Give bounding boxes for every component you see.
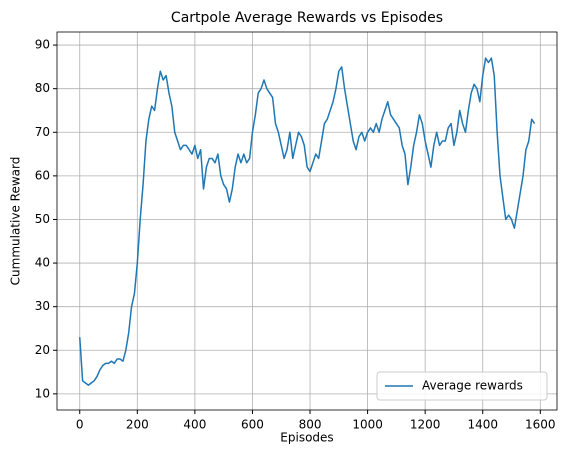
- x-tick-label: 400: [183, 418, 206, 432]
- x-tick-label: 600: [241, 418, 264, 432]
- y-tick-label: 60: [35, 168, 50, 182]
- x-tick-label: 1000: [352, 418, 383, 432]
- plot-frame: [56, 31, 558, 411]
- legend-box: [376, 371, 548, 401]
- y-tick-label: 20: [35, 343, 50, 357]
- x-tick-label: 1400: [467, 418, 498, 432]
- y-tick-label: 70: [35, 125, 50, 139]
- y-tick-label: 40: [35, 256, 50, 270]
- x-axis-label: Episodes: [280, 431, 333, 445]
- x-tick-label: 0: [76, 418, 84, 432]
- chart-title: Cartpole Average Rewards vs Episodes: [171, 10, 443, 26]
- y-tick-label: 50: [35, 212, 50, 226]
- x-tick-label: 1200: [410, 418, 441, 432]
- y-tick-label: 30: [35, 299, 50, 313]
- y-tick-label: 90: [35, 38, 50, 52]
- legend-label: Average rewards: [422, 379, 523, 393]
- y-tick-label: 10: [35, 386, 50, 400]
- x-tick-label: 1600: [525, 418, 556, 432]
- data-line: [78, 57, 536, 386]
- y-tick-label: 80: [35, 81, 50, 95]
- y-axis-label: Cummulative Reward: [9, 157, 23, 286]
- x-tick-label: 200: [126, 418, 149, 432]
- x-tick-label: 800: [299, 418, 322, 432]
